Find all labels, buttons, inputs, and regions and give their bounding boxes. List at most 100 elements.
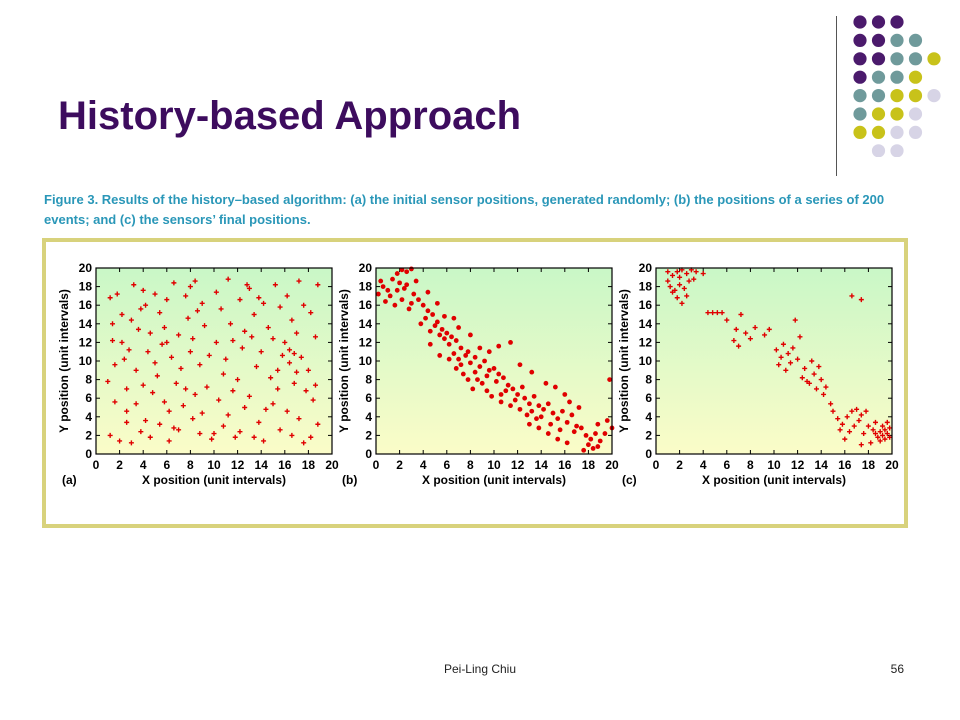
data-point: [432, 323, 438, 329]
x-axis-label: X position (unit intervals): [422, 473, 566, 487]
data-point: [670, 272, 676, 278]
x-tick-label: 18: [862, 458, 876, 472]
data-point: [477, 345, 483, 351]
data-point: [574, 423, 579, 429]
data-point: [409, 300, 414, 306]
data-point: [199, 300, 205, 306]
data-point: [289, 432, 295, 438]
data-point: [562, 392, 568, 397]
x-tick-label: 14: [815, 458, 829, 472]
data-point: [282, 339, 288, 345]
y-tick-label: 18: [79, 280, 93, 294]
data-point: [126, 347, 132, 353]
data-point: [517, 362, 523, 368]
data-point: [220, 423, 226, 429]
decor-dot: [853, 89, 867, 103]
data-point: [380, 284, 386, 289]
data-point: [425, 289, 431, 295]
x-tick-label: 12: [791, 458, 805, 472]
data-point: [536, 403, 542, 409]
data-point: [291, 380, 297, 386]
data-point: [301, 302, 307, 308]
data-point: [595, 421, 601, 427]
data-point: [858, 442, 864, 448]
x-tick-label: 20: [605, 458, 619, 472]
data-point: [818, 377, 824, 383]
data-point: [296, 278, 302, 284]
data-point: [527, 401, 532, 407]
scatter-panel: 0 2 4 6 8 10 12 14 16 18 20 0 2 4 6 8 10 12 14 16 18 20 X posi…: [617, 261, 899, 487]
data-point: [468, 360, 473, 366]
data-point: [133, 367, 139, 373]
data-point: [105, 378, 111, 384]
data-point: [401, 286, 407, 291]
data-point: [586, 442, 591, 448]
data-point: [411, 291, 417, 297]
data-point: [517, 406, 523, 412]
data-point: [263, 406, 269, 412]
data-point: [261, 300, 267, 306]
y-tick-label: 0: [645, 447, 652, 461]
data-point: [194, 308, 200, 314]
data-point: [270, 336, 276, 342]
data-point: [277, 427, 283, 433]
y-tick-label: 10: [359, 354, 373, 368]
data-point: [157, 421, 163, 427]
data-point: [681, 285, 687, 291]
data-point: [458, 362, 464, 368]
data-point: [427, 328, 433, 334]
data-point: [164, 297, 170, 303]
x-tick-label: 4: [420, 458, 427, 472]
data-point: [719, 310, 725, 316]
data-point: [799, 375, 805, 381]
data-point: [420, 302, 426, 308]
decor-dot: [853, 107, 867, 121]
data-point: [147, 434, 153, 440]
x-axis-label: X position (unit intervals): [702, 473, 846, 487]
data-point: [875, 434, 881, 440]
y-axis-label: Y position (unit intervals): [337, 289, 351, 433]
x-tick-label: 12: [511, 458, 525, 472]
data-point: [538, 414, 544, 420]
x-tick-label: 10: [487, 458, 501, 472]
data-point: [508, 403, 513, 409]
y-tick-label: 14: [79, 317, 93, 331]
data-point: [131, 282, 137, 288]
data-point: [166, 438, 172, 444]
x-tick-label: 10: [767, 458, 781, 472]
data-point: [237, 297, 243, 303]
data-point: [284, 408, 290, 414]
data-point: [204, 384, 210, 390]
data-point: [303, 388, 309, 394]
data-point: [171, 425, 177, 431]
decor-dot: [871, 33, 886, 47]
y-tick-label: 20: [359, 261, 373, 275]
data-point: [790, 345, 796, 351]
y-tick-label: 8: [365, 373, 372, 387]
data-point: [821, 391, 827, 397]
data-point: [736, 343, 742, 349]
data-point: [312, 334, 318, 340]
data-point: [439, 326, 445, 332]
data-point: [143, 302, 149, 308]
data-point: [823, 384, 829, 390]
decor-dot: [871, 70, 886, 84]
y-tick-label: 2: [645, 428, 652, 442]
data-point: [665, 278, 671, 284]
data-point: [253, 364, 259, 370]
data-point: [287, 347, 293, 353]
data-point: [519, 384, 525, 390]
data-point: [809, 358, 815, 364]
data-point: [442, 336, 447, 342]
scatter-panel: 0 2 4 6 8 10 12 14 16 18 20 0 2 4 6 8 10 12 14 16 18 20 X posi…: [57, 261, 339, 487]
y-tick-label: 4: [365, 410, 372, 424]
data-point: [107, 432, 113, 438]
data-point: [837, 427, 843, 433]
data-point: [693, 269, 699, 275]
data-point: [743, 330, 749, 336]
y-tick-label: 12: [639, 335, 653, 349]
data-point: [437, 353, 443, 358]
data-point: [298, 354, 304, 360]
data-point: [477, 364, 483, 369]
data-point: [738, 312, 744, 317]
